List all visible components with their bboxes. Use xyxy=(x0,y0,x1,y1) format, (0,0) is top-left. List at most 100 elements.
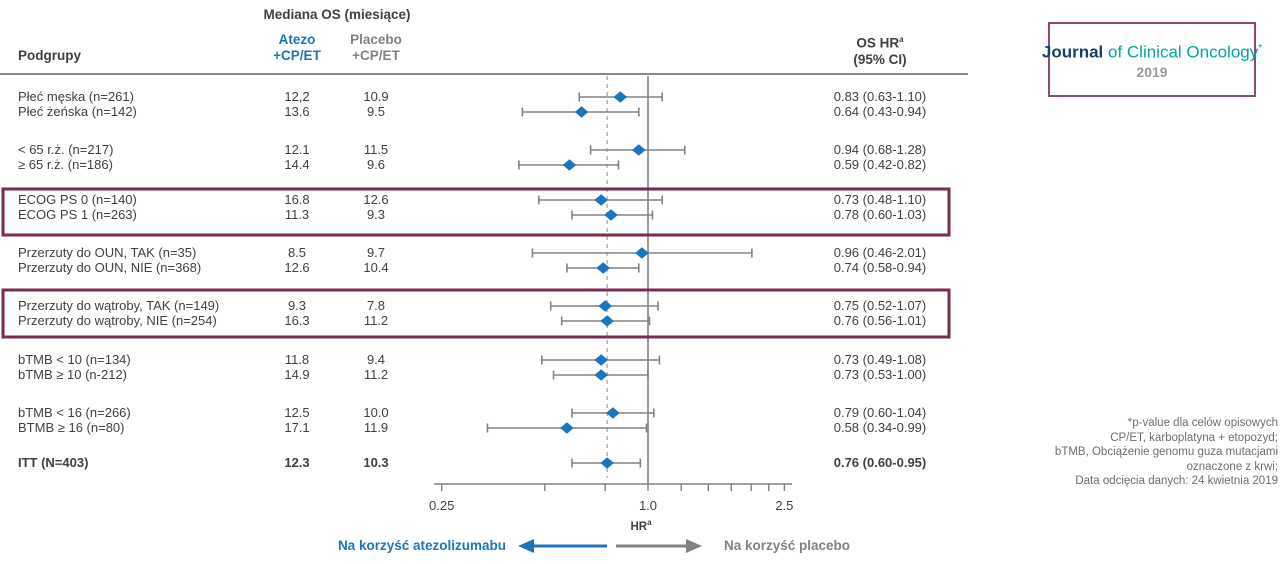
subgroup-label: Przerzuty do OUN, TAK (n=35) xyxy=(18,245,197,260)
atezo-median-os-value: 12.1 xyxy=(284,142,310,157)
placebo-median-os-value: 7.8 xyxy=(366,298,386,313)
subgroup-label: < 65 r.ż. (n=217) xyxy=(18,142,114,157)
placebo-median-os-value: 9.6 xyxy=(366,157,386,172)
atezo-median-os-value: 11.3 xyxy=(284,207,310,222)
atezo-median-os-value: 8.5 xyxy=(287,245,307,260)
journal-year: 2019 xyxy=(1136,64,1168,81)
placebo-median-os-value: 10.4 xyxy=(363,260,389,275)
x-axis-tick-label: 1.0 xyxy=(639,498,657,513)
hr-ci-value: 0.79 (0.60-1.04) xyxy=(833,405,927,420)
median-os-column-group-title: Mediana OS (miesiące) xyxy=(263,7,411,22)
hr-ci-value: 0.73 (0.53-1.00) xyxy=(833,367,927,382)
hr-point-diamond xyxy=(631,144,646,156)
atezo-median-os-value: 16.3 xyxy=(284,313,310,328)
x-axis-tick-label: 2.5 xyxy=(775,498,793,513)
hr-ci-value: 0.94 (0.68-1.28) xyxy=(833,142,927,157)
hr-ci-value: 0.73 (0.49-1.08) xyxy=(833,352,927,367)
subgroup-label: BTMB ≥ 16 (n=80) xyxy=(18,420,125,435)
journal-logo-box: Journal of Clinical Oncology* 2019 xyxy=(1042,22,1262,97)
os-hr-header-text: OS HR xyxy=(856,35,900,51)
hr-point-diamond xyxy=(594,354,608,366)
subgroup-label: ITT (N=403) xyxy=(18,455,89,470)
atezo-column-header: Atezo +CP/ET xyxy=(273,32,321,63)
journal-logo-rest: of Clinical Oncology xyxy=(1103,42,1259,62)
footnote-line: Data odcięcia danych: 24 kwietnia 2019 xyxy=(1075,475,1278,487)
os-hr-header-superscript: a xyxy=(899,35,904,44)
hr-ci-value: 0.76 (0.60-0.95) xyxy=(833,455,927,470)
hr-ci-value: 0.73 (0.48-1.10) xyxy=(833,192,927,207)
subgroup-label: bTMB ≥ 10 (n-212) xyxy=(18,367,128,382)
atezo-median-os-value: 12.3 xyxy=(284,455,310,470)
hr-point-diamond xyxy=(594,369,608,381)
placebo-median-os-value: 12.6 xyxy=(363,192,389,207)
favors-atezolizumab-label: Na korzyść atezolizumabu xyxy=(337,538,506,553)
journal-logo-word-journal: Journal xyxy=(1041,42,1104,62)
subgroup-label: ECOG PS 0 (n=140) xyxy=(18,192,137,207)
hr-ci-value: 0.76 (0.56-1.01) xyxy=(833,313,927,328)
placebo-median-os-value: 9.7 xyxy=(366,245,386,260)
hr-ci-value: 0.96 (0.46-2.01) xyxy=(833,245,927,260)
placebo-median-os-value: 9.4 xyxy=(366,352,386,367)
journal-logo-registered-mark: * xyxy=(1258,42,1263,54)
footnote-line: CP/ET, karboplatyna + etopozyd; xyxy=(1110,431,1278,444)
atezo-median-os-value: 14.9 xyxy=(284,367,310,382)
subgroup-label: Przerzuty do wątroby, TAK (n=149) xyxy=(18,298,220,313)
hr-point-diamond xyxy=(604,209,618,221)
atezo-median-os-value: 12,2 xyxy=(284,89,310,104)
hr-ci-value: 0.59 (0.42-0.82) xyxy=(833,157,927,172)
atezo-median-os-value: 17.1 xyxy=(284,420,310,435)
subgroup-label: Płeć męska (n=261) xyxy=(18,89,134,104)
footnote-line: *p-value dla celów opisowych xyxy=(1127,417,1278,429)
favor-atezolizumab-arrow-head xyxy=(518,539,534,553)
placebo-median-os-value: 11.9 xyxy=(363,420,389,435)
footnote-line: bTMB, Obciążenie genomu guza mutacjami xyxy=(1054,446,1278,458)
subgroup-label: Przerzuty do OUN, NIE (n=368) xyxy=(18,260,202,275)
hr-point-diamond xyxy=(574,106,589,118)
highlight-box xyxy=(1,288,951,339)
subgroup-label: ECOG PS 1 (n=263) xyxy=(18,207,137,222)
subgroup-label: bTMB < 10 (n=134) xyxy=(18,352,131,367)
placebo-median-os-value: 9.5 xyxy=(366,104,386,119)
atezo-median-os-value: 12.6 xyxy=(284,260,310,275)
x-axis-title-text: HR xyxy=(630,520,648,533)
placebo-median-os-value: 10.3 xyxy=(363,455,389,470)
hr-point-diamond xyxy=(562,159,577,171)
subgroups-column-header: Podgrupy xyxy=(18,48,81,63)
hr-ci-value: 0.75 (0.52-1.07) xyxy=(833,298,927,313)
hr-ci-value: 0.74 (0.58-0.94) xyxy=(833,260,927,275)
placebo-median-os-value: 10.0 xyxy=(363,405,389,420)
os-hr-column-header: OS HRa (95% CI) xyxy=(770,32,990,68)
favor-placebo-arrow-head xyxy=(686,539,702,553)
hr-ci-value: 0.58 (0.34-0.99) xyxy=(833,420,927,435)
hr-ci-value: 0.83 (0.63-1.10) xyxy=(833,89,927,104)
footnote-line: oznaczone z krwi; xyxy=(1186,460,1278,473)
hr-point-diamond xyxy=(600,315,614,327)
hr-point-diamond xyxy=(600,457,614,469)
atezo-median-os-value: 11.8 xyxy=(284,352,310,367)
atezo-median-os-value: 9.3 xyxy=(287,298,307,313)
atezo-median-os-value: 16.8 xyxy=(284,192,310,207)
placebo-median-os-value: 9.3 xyxy=(366,207,386,222)
x-axis-title: HRa xyxy=(591,515,691,535)
hr-point-diamond xyxy=(613,91,628,103)
hr-point-diamond xyxy=(598,300,612,312)
placebo-column-header: Placebo +CP/ET xyxy=(350,32,402,63)
subgroup-label: Przerzuty do wątroby, NIE (n=254) xyxy=(18,313,217,328)
highlight-box xyxy=(1,187,951,237)
footnotes-block: *p-value dla celów opisowych CP/ET, karbo… xyxy=(878,416,1278,489)
hr-point-diamond xyxy=(635,247,649,259)
header-divider-line xyxy=(0,73,968,75)
journal-logo: Journal of Clinical Oncology* xyxy=(1041,39,1263,62)
atezo-median-os-value: 13.6 xyxy=(284,104,310,119)
x-axis-tick-label: 0.25 xyxy=(429,498,454,513)
hr-point-diamond xyxy=(560,422,574,434)
placebo-median-os-value: 11.2 xyxy=(363,313,389,328)
atezo-median-os-value: 14.4 xyxy=(284,157,310,172)
ci-header-text: (95% CI) xyxy=(853,51,907,67)
hr-ci-value: 0.64 (0.43-0.94) xyxy=(833,104,927,119)
hr-point-diamond xyxy=(606,407,620,419)
placebo-median-os-value: 11.2 xyxy=(363,367,389,382)
hr-ci-value: 0.78 (0.60-1.03) xyxy=(833,207,927,222)
